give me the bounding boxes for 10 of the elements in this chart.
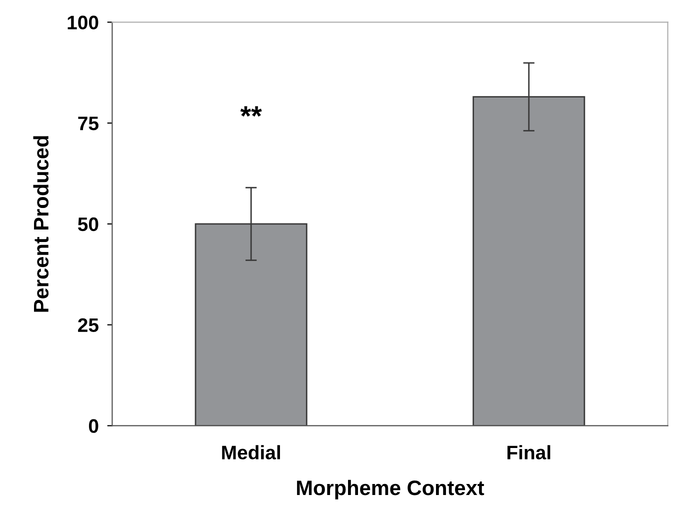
y-tick-label: 0 xyxy=(88,419,98,433)
annotation: ** xyxy=(240,106,262,117)
x-tick-label: Medial xyxy=(222,445,280,460)
y-tick-label: 50 xyxy=(78,217,98,232)
y-tick-label: 25 xyxy=(78,318,98,332)
y-tick-label: 75 xyxy=(78,116,98,130)
y-axis-title: Percent Produced xyxy=(33,136,49,312)
x-tick-label: Final xyxy=(507,445,550,460)
y-tick-label: 100 xyxy=(68,16,98,30)
x-axis-title: Morpheme Context xyxy=(297,480,484,500)
